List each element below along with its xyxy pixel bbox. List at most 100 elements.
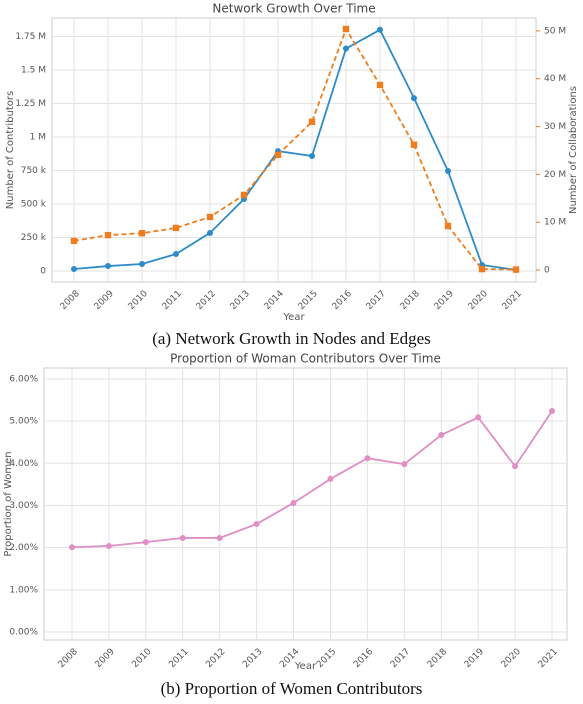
- x-tick-label: 2008: [59, 289, 82, 312]
- x-tick-label: 2009: [93, 289, 116, 312]
- x-tick-label: 2016: [331, 289, 354, 312]
- x-tick-label: 2019: [463, 647, 486, 670]
- series-line: [73, 26, 517, 271]
- y-tick-label: 4.00%: [9, 459, 38, 469]
- marker: [173, 250, 179, 257]
- marker: [410, 141, 418, 148]
- marker: [253, 521, 260, 528]
- marker: [105, 542, 112, 549]
- chart-title: Network Growth Over Time: [212, 2, 375, 16]
- x-tick-label: 2019: [433, 289, 456, 312]
- marker: [327, 475, 334, 482]
- marker: [69, 544, 75, 551]
- chart-title: Proportion of Woman Contributors Over Ti…: [170, 352, 441, 366]
- marker: [172, 224, 180, 232]
- marker: [512, 266, 520, 273]
- x-tick-label: 2013: [241, 647, 264, 670]
- marker: [308, 118, 316, 125]
- plot-area: [43, 367, 568, 641]
- x-tick-label: 2013: [229, 289, 252, 312]
- y-tick-label: 750 k: [21, 166, 47, 176]
- marker: [274, 151, 282, 158]
- x-tick-label: 2010: [127, 289, 150, 312]
- x-tick-label: 2009: [94, 647, 117, 670]
- y-tick-label: 1.25 M: [15, 99, 46, 109]
- caption: (b) Proportion of Women Contributors: [161, 679, 423, 698]
- marker: [377, 26, 383, 33]
- y-tick-label: 1.75 M: [15, 32, 46, 42]
- marker: [401, 461, 408, 468]
- x-tick-label: 2012: [195, 289, 218, 312]
- marker: [549, 408, 555, 415]
- y-axis-label: Number of Contributors: [5, 91, 16, 209]
- y2-axis-label: Number of Collaborations: [568, 86, 579, 214]
- x-tick-label: 2016: [352, 647, 375, 670]
- marker: [105, 263, 111, 270]
- plot-area: [51, 17, 537, 283]
- x-tick-label: 2011: [161, 289, 184, 312]
- x-tick-label: 2021: [501, 289, 524, 312]
- marker: [179, 534, 186, 541]
- x-tick-label: 2010: [130, 647, 153, 670]
- marker: [445, 168, 451, 175]
- x-axis-label: Year: [282, 312, 305, 323]
- x-tick-label: 2014: [263, 289, 286, 312]
- x-tick-label: 2021: [537, 647, 560, 670]
- x-tick-label: 2020: [500, 647, 523, 670]
- caption: (a) Network Growth in Nodes and Edges: [152, 329, 431, 348]
- marker: [138, 230, 146, 237]
- marker: [139, 261, 145, 268]
- marker: [438, 432, 445, 439]
- y-tick-label: 2.00%: [9, 543, 38, 553]
- marker: [104, 231, 112, 239]
- y2-tick-label: 40 M: [544, 74, 566, 84]
- marker: [216, 534, 223, 541]
- x-tick-label: 2017: [389, 647, 412, 670]
- marker: [342, 25, 350, 33]
- x-axis-label: Year: [294, 661, 317, 672]
- marker: [142, 539, 149, 546]
- marker: [475, 414, 482, 421]
- x-tick-label: 2020: [467, 289, 490, 312]
- y-axis-label: Proportion of Women: [3, 451, 14, 556]
- marker: [309, 153, 315, 160]
- y-tick-label: 0.00%: [9, 627, 38, 637]
- y-tick-label: 0: [40, 267, 46, 277]
- y2-tick-label: 50 M: [544, 26, 566, 36]
- x-tick-label: 2015: [315, 647, 338, 670]
- marker: [290, 499, 297, 506]
- marker: [71, 266, 77, 273]
- y-tick-label: 1.5 M: [21, 65, 46, 75]
- y2-tick-label: 30 M: [544, 122, 566, 132]
- y-tick-label: 5.00%: [9, 417, 38, 427]
- marker: [343, 45, 349, 52]
- y2-tick-label: 20 M: [544, 170, 566, 180]
- marker: [444, 222, 452, 230]
- marker: [478, 265, 486, 273]
- x-tick-label: 2018: [399, 289, 422, 312]
- x-tick-label: 2017: [365, 289, 388, 312]
- x-tick-label: 2011: [167, 647, 190, 670]
- x-tick-label: 2012: [204, 647, 227, 670]
- marker: [512, 463, 519, 470]
- series-line: [71, 410, 553, 549]
- marker: [376, 81, 384, 89]
- y2-tick-label: 0: [544, 266, 550, 276]
- marker: [240, 191, 248, 199]
- y-tick-label: 6.00%: [9, 374, 38, 384]
- marker: [364, 455, 371, 462]
- y-tick-label: 250 k: [21, 233, 47, 243]
- x-tick-label: 2008: [57, 647, 80, 670]
- y-tick-label: 3.00%: [9, 501, 38, 511]
- x-tick-label: 2015: [297, 289, 320, 312]
- marker: [206, 213, 214, 221]
- series-line: [73, 28, 517, 271]
- y-tick-label: 1 M: [30, 133, 46, 143]
- marker: [207, 229, 213, 236]
- x-tick-label: 2018: [426, 647, 449, 670]
- y-tick-label: 500 k: [21, 200, 47, 210]
- marker: [411, 95, 417, 102]
- marker: [70, 237, 78, 245]
